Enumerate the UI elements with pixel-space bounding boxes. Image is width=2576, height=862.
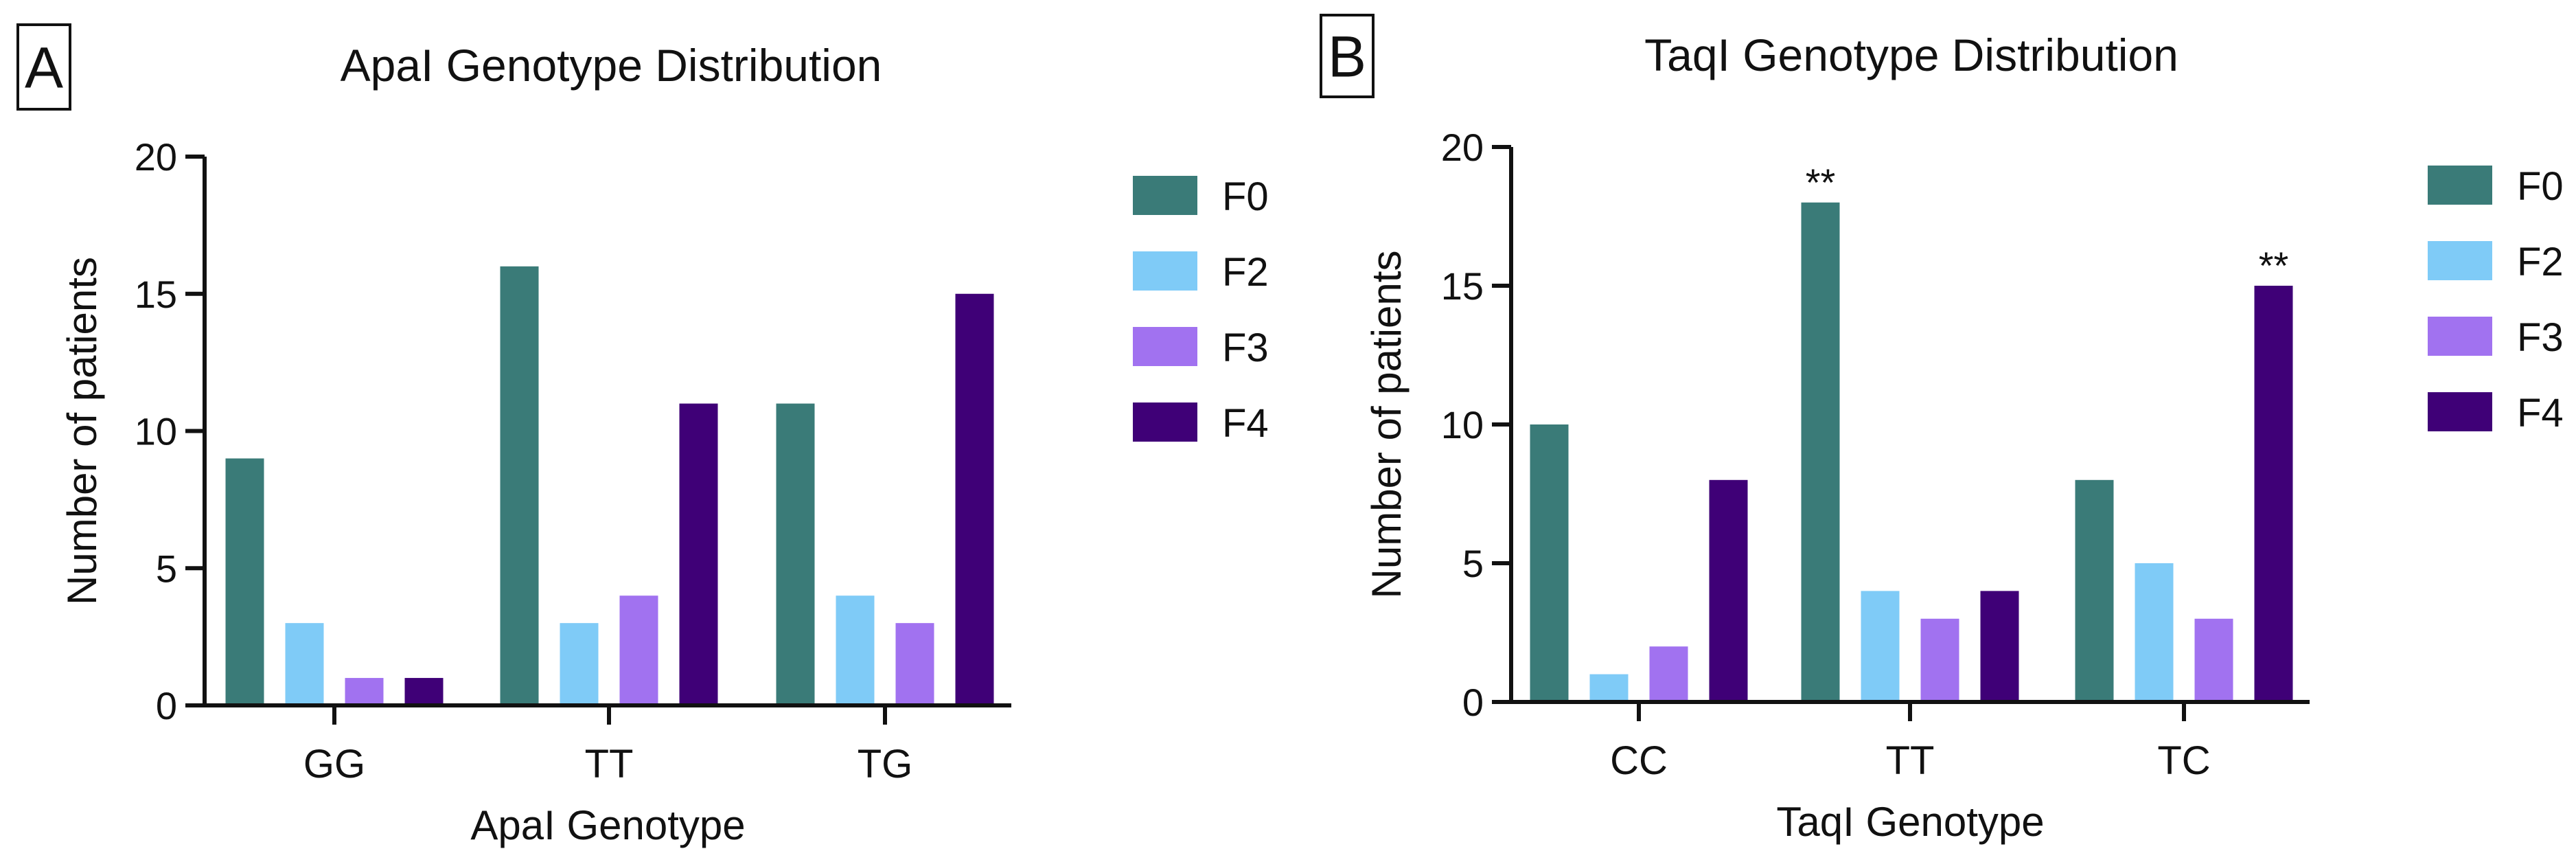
y-tick-label: 20	[1441, 126, 1484, 169]
bar-f4-tg	[955, 293, 994, 705]
x-axis-label: ApaI Genotype	[470, 802, 745, 848]
bar-f3-tt	[619, 596, 658, 705]
legend-label: F3	[1222, 326, 1269, 370]
bar-f2-tg	[836, 596, 875, 705]
bar-f2-gg	[285, 623, 324, 705]
x-tick-label: GG	[303, 742, 365, 786]
y-tick-label: 5	[156, 547, 177, 590]
legend-label: F4	[2517, 391, 2564, 435]
chart-title: ApaI Genotype Distribution	[341, 40, 882, 91]
bar-f2-tt	[1861, 591, 1900, 702]
bar-f2-tc	[2135, 563, 2174, 702]
bar-f0-tt	[500, 266, 539, 705]
x-tick-label: TT	[585, 742, 634, 786]
y-tick-label: 10	[135, 410, 177, 453]
bar-f4-tc	[2254, 286, 2293, 702]
y-tick-label: 5	[1462, 542, 1484, 585]
bar-f3-gg	[345, 678, 384, 705]
panel-label: B	[1328, 25, 1366, 89]
significance-annotation: **	[1806, 161, 1836, 204]
legend-label: F3	[2517, 315, 2564, 360]
y-tick-label: 10	[1441, 403, 1484, 446]
panel-a: A ApaI Genotype Distribution 0 5 10 15 20 GG TT T…	[16, 23, 1269, 848]
legend-label: F0	[1222, 174, 1269, 219]
legend-label: F2	[1222, 250, 1269, 295]
x-tick-label: TT	[1886, 738, 1935, 783]
bar-f0-cc	[1530, 424, 1569, 702]
panel-label: A	[25, 36, 63, 100]
bar-f4-gg	[404, 678, 444, 705]
bar-f4-tt	[1980, 591, 2019, 702]
bar-f0-tc	[2075, 479, 2114, 702]
bar-f3-tg	[895, 623, 934, 705]
bar-f0-tt	[1801, 202, 1840, 702]
chart-title: TaqI Genotype Distribution	[1644, 30, 2178, 80]
x-tick-label: TC	[2157, 738, 2210, 783]
significance-annotation: **	[2259, 244, 2289, 287]
y-tick-label: 0	[1462, 681, 1484, 724]
legend-label: F2	[2517, 240, 2564, 284]
y-tick-label: 15	[1441, 264, 1484, 308]
legend-swatch-f0	[1133, 176, 1197, 215]
y-axis-label: Number of patients	[59, 257, 105, 605]
x-tick-label: CC	[1610, 738, 1668, 783]
x-tick-label: TG	[858, 742, 913, 786]
y-tick-label: 20	[135, 135, 177, 179]
panel-b: B TaqI Genotype Distribution ** ** 0 5 10 15 20 C…	[1320, 14, 2564, 845]
y-tick-label: 15	[135, 273, 177, 316]
legend-swatch-f3	[2428, 317, 2492, 356]
legend-swatch-f4	[1133, 402, 1197, 442]
legend-swatch-f2	[1133, 251, 1197, 291]
bar-f3-cc	[1649, 646, 1688, 702]
y-tick-label: 0	[156, 684, 177, 727]
panel-label-box	[16, 23, 71, 111]
legend-swatch-f3	[1133, 327, 1197, 366]
bar-f4-tt	[679, 403, 718, 705]
bar-f0-tg	[776, 403, 815, 705]
bar-f3-tc	[2194, 618, 2233, 702]
bar-f0-gg	[225, 458, 264, 705]
x-axis-label: TaqI Genotype	[1776, 799, 2044, 845]
legend-label: F4	[1222, 401, 1269, 446]
legend-swatch-f2	[2428, 241, 2492, 280]
legend-swatch-f4	[2428, 392, 2492, 431]
panel-label-box	[1320, 14, 1375, 98]
bar-f4-cc	[1709, 479, 1748, 702]
bar-f2-cc	[1589, 674, 1629, 702]
legend-swatch-f0	[2428, 166, 2492, 205]
bar-f3-tt	[1920, 618, 1959, 702]
legend-label: F0	[2517, 164, 2564, 209]
bar-f2-tt	[560, 623, 599, 705]
y-axis-label: Number of patients	[1364, 251, 1410, 599]
